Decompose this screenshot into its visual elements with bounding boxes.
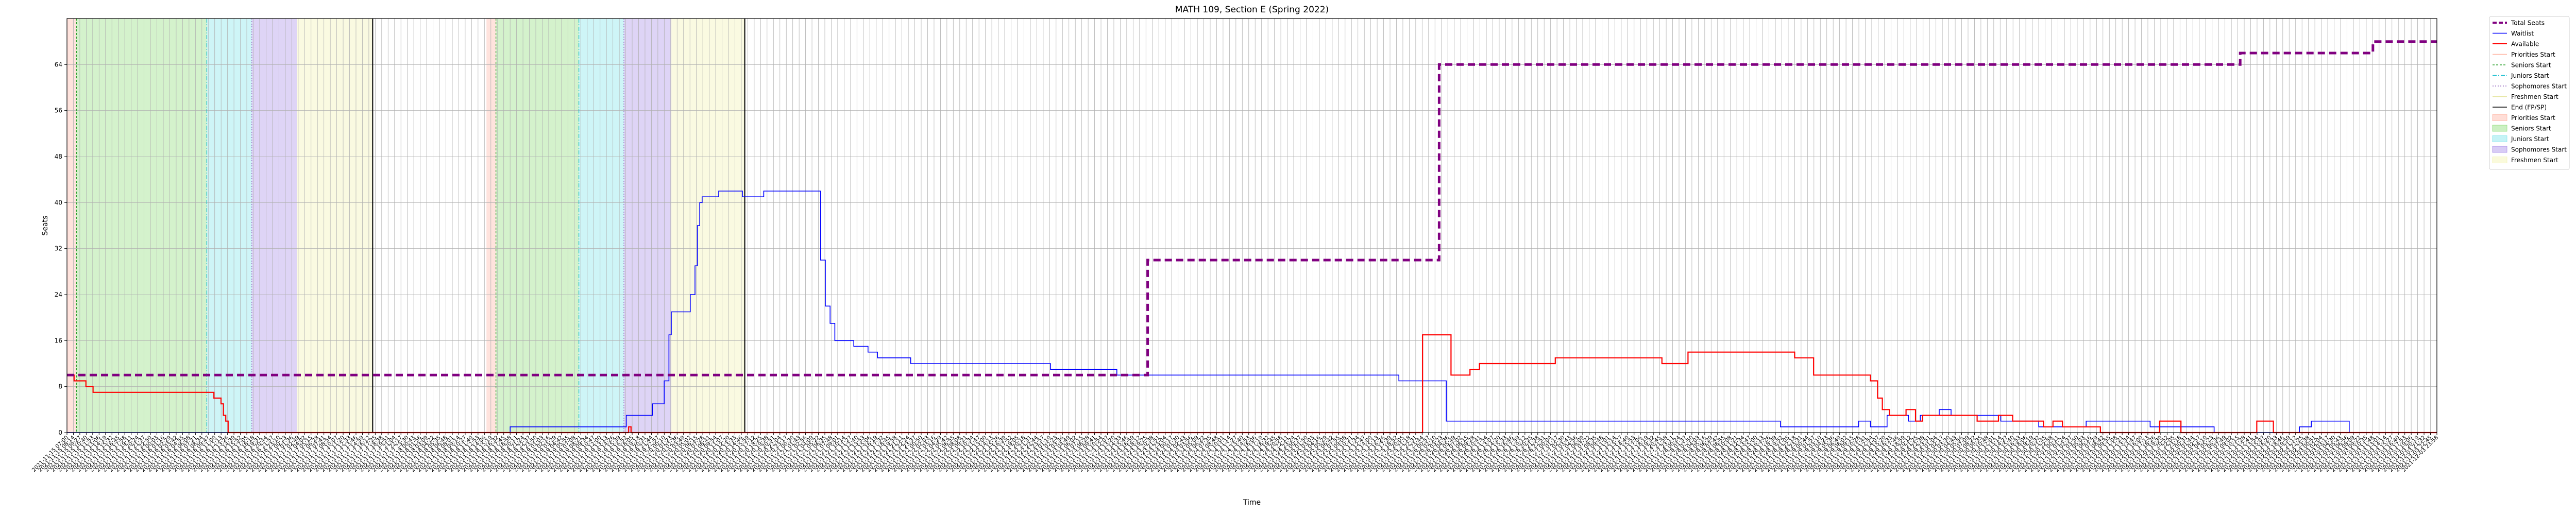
legend-label: Priorities Start	[2511, 51, 2555, 58]
y-tick-label: 8	[58, 383, 62, 390]
legend-label: Juniors Start	[2511, 135, 2549, 143]
legend-box	[2489, 16, 2570, 170]
legend-label: Waitlist	[2511, 30, 2534, 37]
y-tick-label: 32	[55, 245, 62, 252]
band-seniors	[76, 19, 207, 433]
band-seniors	[496, 19, 579, 433]
series-waitlist-line	[67, 191, 2437, 433]
grid	[66, 19, 2437, 433]
legend-swatch-patch	[2492, 125, 2507, 132]
legend-swatch-patch	[2492, 135, 2507, 142]
legend-label: Total Seats	[2511, 20, 2545, 27]
chart-title: MATH 109, Section E (Spring 2022)	[1175, 5, 1329, 15]
y-tick-label: 48	[55, 153, 62, 160]
legend-label: Sophomores Start	[2511, 146, 2567, 153]
legend-label: Freshmen Start	[2511, 93, 2558, 100]
band-juniors	[579, 19, 624, 433]
band-sophomores	[624, 19, 671, 433]
legend-swatch-patch	[2492, 146, 2507, 153]
legend-label: Freshmen Start	[2511, 157, 2558, 164]
series-lines	[67, 40, 2437, 434]
legend: Total Seats Waitlist Available Priorities S…	[2489, 16, 2570, 170]
legend-label: Juniors Start	[2511, 72, 2549, 79]
plot-frame	[66, 18, 2437, 433]
legend-swatch-patch	[2492, 157, 2507, 163]
x-axis-label: Time	[1243, 499, 1261, 507]
y-tick-label: 24	[55, 291, 62, 298]
phase-bands	[67, 19, 745, 433]
y-tick-label: 16	[55, 337, 62, 344]
band-priorities	[67, 19, 77, 433]
legend-label: Sophomores Start	[2511, 83, 2567, 90]
legend-label: Priorities Start	[2511, 114, 2555, 122]
band-freshmen	[297, 19, 373, 433]
band-freshmen	[671, 19, 745, 433]
legend-swatch-patch	[2492, 114, 2507, 121]
series-total-line	[67, 40, 2437, 376]
legend-label: Seniors Start	[2511, 62, 2551, 69]
y-tick-label: 0	[58, 429, 62, 436]
series-available-line	[67, 334, 2437, 434]
y-axis-ticks: 0 8 16 24 32 40 48 56 64	[55, 61, 67, 436]
band-priorities	[486, 19, 496, 433]
legend-label: Seniors Start	[2511, 125, 2551, 132]
legend-label: End (FP/SP)	[2511, 104, 2547, 111]
band-sophomores	[251, 19, 297, 433]
legend-label: Available	[2511, 41, 2539, 48]
y-axis-label: Seats	[41, 216, 49, 236]
y-tick-label: 40	[55, 199, 62, 206]
band-juniors	[207, 19, 252, 433]
y-tick-label: 64	[55, 61, 62, 68]
event-lines	[76, 19, 745, 433]
y-tick-label: 56	[55, 107, 62, 114]
